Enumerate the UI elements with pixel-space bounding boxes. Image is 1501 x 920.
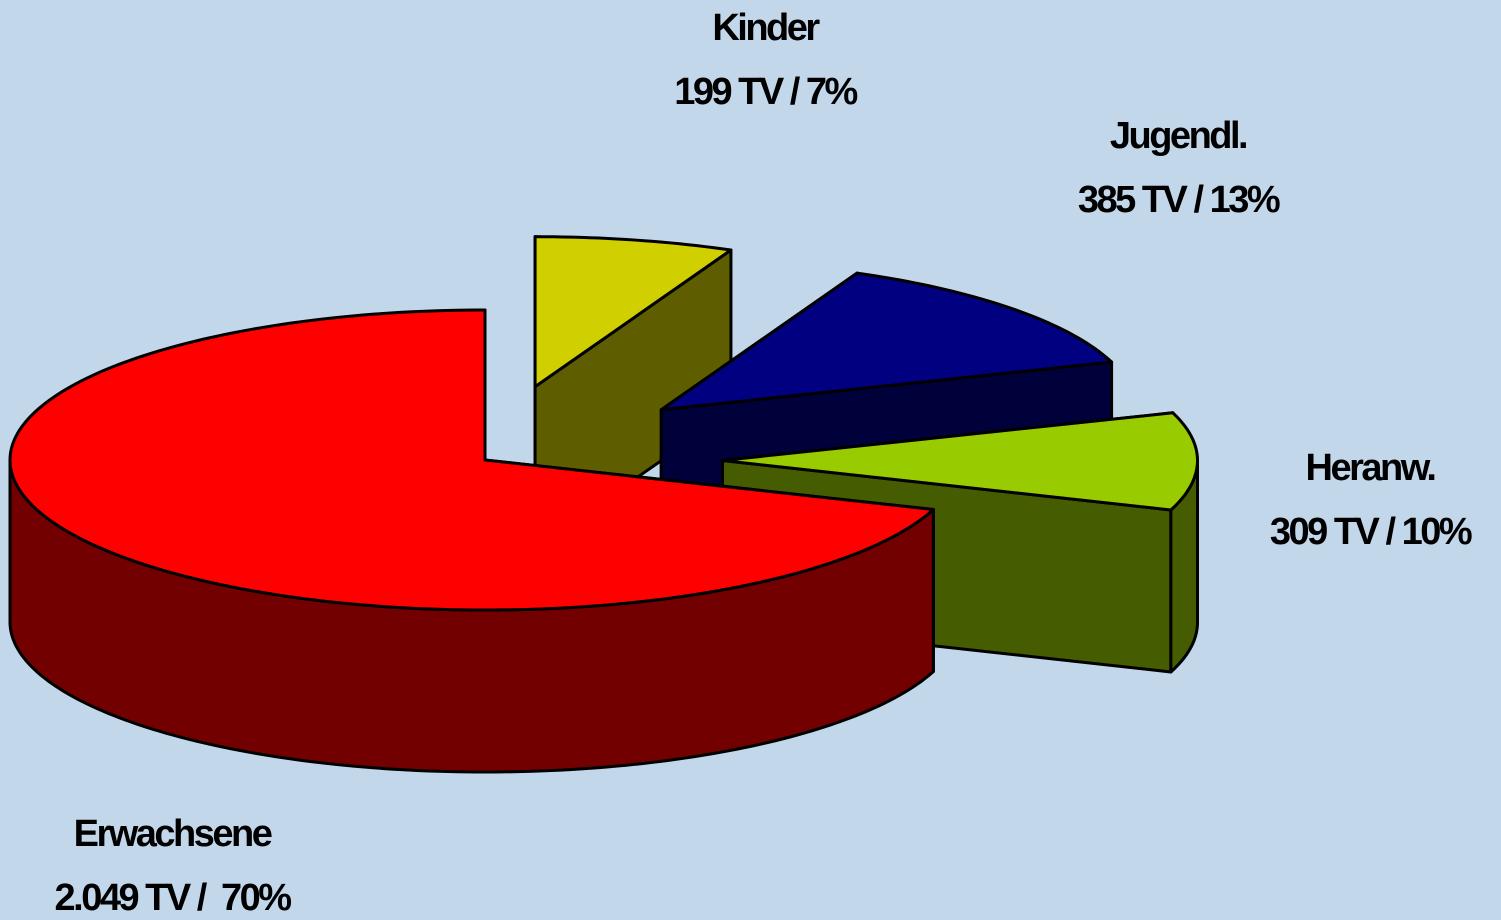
slice (659, 271, 1114, 412)
value-label: 2.049 TV / 70% (55, 877, 292, 919)
value-label: 309 TV / 10% (1270, 511, 1472, 553)
slice (8, 308, 935, 612)
slice-label: Kinder (712, 7, 820, 49)
value-label: 385 TV / 13% (1078, 179, 1280, 221)
slice-label: Jugendl. (1110, 115, 1246, 157)
value-label: 199 TV / 7% (674, 71, 857, 113)
slice-label: Heranw. (1306, 447, 1435, 489)
slice (720, 411, 1199, 512)
slice-label: Erwachsene (74, 813, 272, 855)
slice (533, 235, 733, 389)
